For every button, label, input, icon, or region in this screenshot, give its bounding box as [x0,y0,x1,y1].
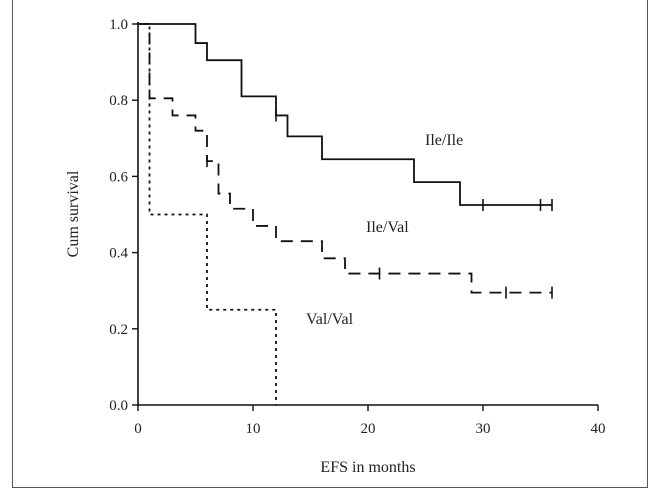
series-label-ile-ile: Ile/Ile [425,132,463,149]
x-axis-title: EFS in months [320,459,415,476]
x-tick-label: 20 [361,421,376,437]
series-label-ile-val: Ile/Val [366,219,409,236]
y-tick-label: 0.4 [109,246,128,262]
x-tick-label: 10 [246,421,261,437]
series-labels: Ile/Ile Ile/Val Val/Val [306,132,463,328]
y-tick-label: 0.6 [109,169,128,185]
series-line-ile-ile [138,23,552,206]
chart-frame [12,0,648,488]
x-tick-label: 30 [476,421,491,437]
x-tick-label: 40 [591,421,606,437]
y-tick-label: 0.8 [109,93,128,109]
y-tick-label: 0.2 [109,322,128,338]
y-axis-title: Cum survival [65,170,82,257]
y-tick-label: 0.0 [109,398,128,414]
y-tick-label: 1.0 [109,17,128,33]
series-line-val-val [138,23,277,405]
series-label-val-val: Val/Val [306,311,354,328]
series-line-ile-val [138,23,552,294]
x-tick-label: 0 [134,421,142,437]
series-lines [138,23,553,405]
axes: 0 10 20 30 40 0.0 0.2 0.4 0.6 0.8 1.0 [109,17,605,437]
